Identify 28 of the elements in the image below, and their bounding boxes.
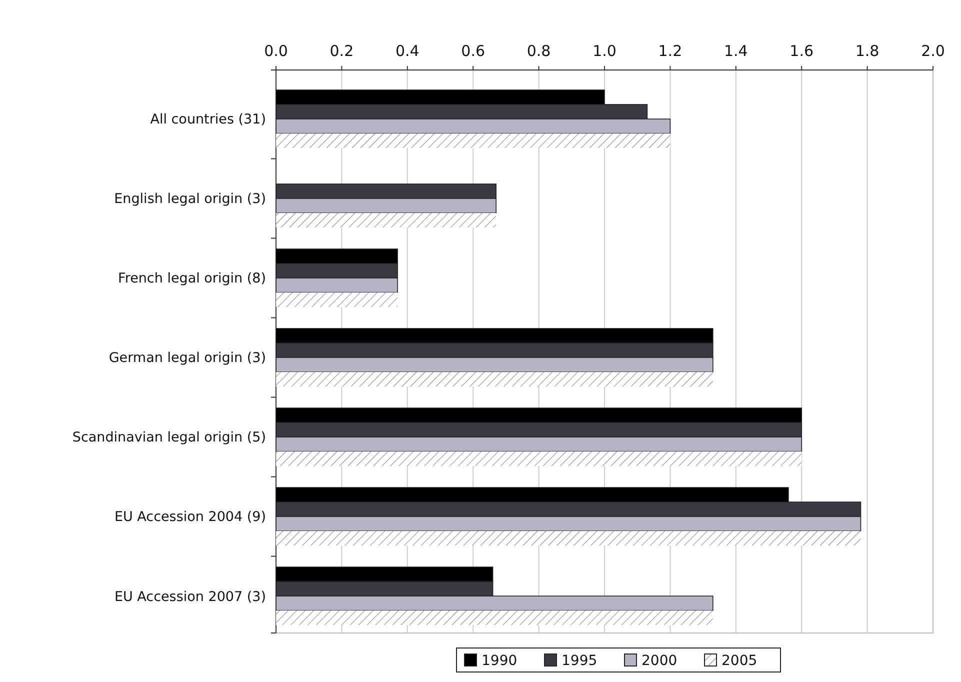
- legend-label: 2005: [722, 653, 758, 669]
- legend-label: 2000: [642, 653, 678, 669]
- legend-label: 1995: [562, 653, 598, 669]
- x-tick-label: 0.8: [526, 42, 551, 60]
- y-tick-label: EU Accession 2004 (9): [114, 509, 266, 526]
- bar: [276, 133, 670, 148]
- bar: [276, 452, 802, 466]
- x-tick-label: 0.2: [330, 42, 354, 60]
- legend-label: 1990: [482, 653, 518, 669]
- bar: [276, 531, 861, 546]
- y-tick-label: Scandinavian legal origin (5): [72, 430, 266, 446]
- bar: [276, 610, 713, 626]
- bar: [276, 212, 496, 228]
- x-tick-label: 0.4: [395, 42, 420, 60]
- y-tick-label: English legal origin (3): [114, 191, 266, 208]
- bar: [276, 372, 713, 387]
- x-tick-label: 1.8: [855, 42, 880, 60]
- y-tick-label: French legal origin (8): [118, 270, 266, 287]
- x-tick-label: 0.0: [264, 42, 288, 60]
- x-tick-label: 0.6: [461, 42, 486, 60]
- x-tick-label: 1.0: [592, 42, 616, 60]
- x-tick-label: 1.2: [658, 42, 682, 60]
- y-tick-label: German legal origin (3): [108, 350, 266, 366]
- y-tick-label: EU Accession 2007 (3): [114, 588, 266, 605]
- x-tick-label: 1.4: [724, 42, 748, 60]
- x-tick-label: 1.6: [790, 42, 814, 60]
- y-tick-label: All countries (31): [150, 112, 266, 128]
- x-tick-label: 2.0: [921, 42, 945, 60]
